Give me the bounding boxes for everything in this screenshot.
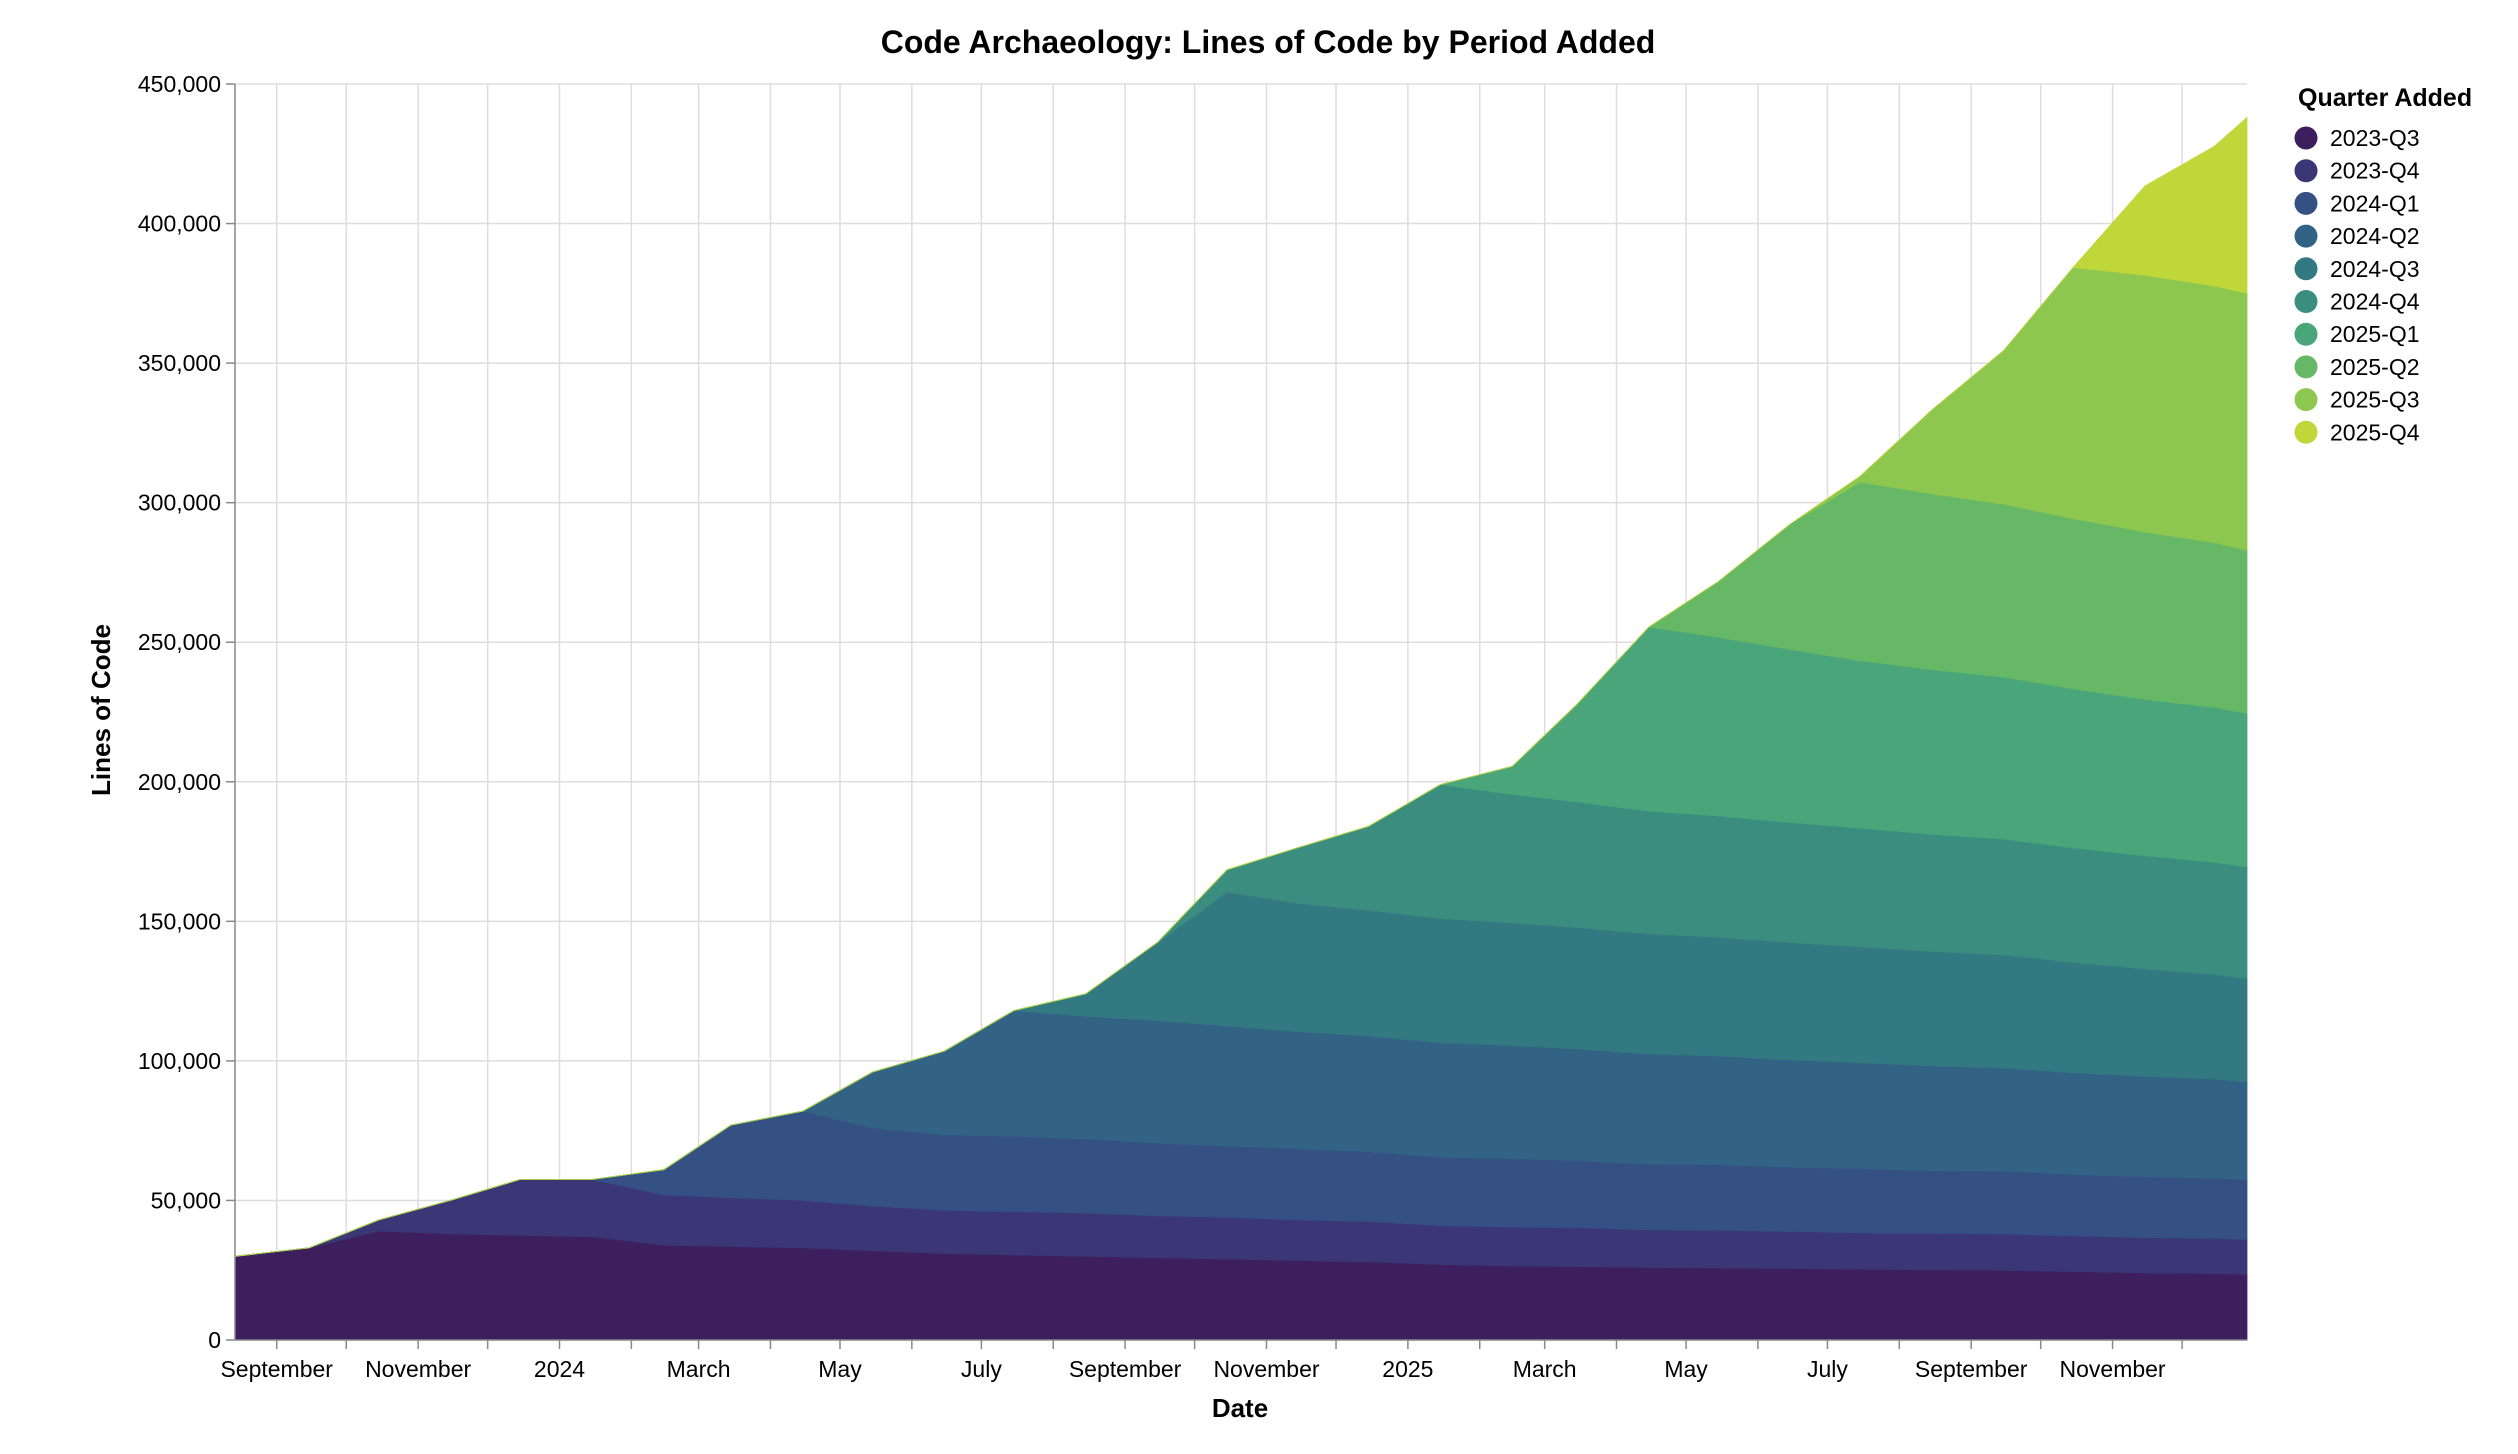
y-tick-label: 50,000 [151, 1187, 221, 1213]
x-tick-label: March [1513, 1356, 1577, 1382]
y-tick-label: 450,000 [138, 71, 221, 97]
legend-swatch [2294, 388, 2318, 412]
legend-swatch [2294, 322, 2318, 346]
legend-label: 2024-Q4 [2330, 289, 2420, 315]
y-tick-label: 0 [208, 1327, 221, 1353]
legend-label: 2024-Q2 [2330, 223, 2420, 249]
legend-label: 2025-Q1 [2330, 321, 2420, 347]
legend-swatch [2294, 159, 2318, 183]
legend-swatch [2294, 257, 2318, 281]
x-tick-label: 2025 [1382, 1356, 1433, 1382]
legend-label: 2025-Q2 [2330, 354, 2420, 380]
x-tick-label: September [220, 1356, 333, 1382]
legend-title: Quarter Added [2298, 84, 2472, 112]
x-tick-label: September [1069, 1356, 1182, 1382]
x-tick-label: September [1915, 1356, 2028, 1382]
legend-swatch [2294, 290, 2318, 313]
legend-swatch [2294, 126, 2318, 150]
legend-swatch [2294, 355, 2318, 379]
y-tick-label: 100,000 [138, 1048, 221, 1074]
x-tick-label: March [667, 1356, 731, 1382]
legend-label: 2023-Q4 [2330, 158, 2420, 184]
legend-swatch [2294, 224, 2318, 248]
chart-title: Code Archaeology: Lines of Code by Perio… [881, 24, 1656, 60]
x-tick-label: May [1664, 1356, 1708, 1382]
legend: Quarter Added 2023-Q3 2023-Q4 2024-Q1 2024-… [2294, 84, 2472, 445]
y-tick-label: 150,000 [138, 908, 221, 934]
legend-label: 2025-Q4 [2330, 419, 2420, 445]
area-layer [234, 116, 2248, 1341]
x-tick-label: 2024 [534, 1356, 585, 1382]
x-tick-label: July [1807, 1356, 1848, 1382]
y-tick-label: 250,000 [138, 629, 221, 655]
y-tick-label: 400,000 [138, 211, 221, 237]
x-tick-label: November [2060, 1356, 2166, 1382]
x-tick-label: May [818, 1356, 862, 1382]
axes: 0 50,000 100,000 150,000 200,000 250,000 300,0… [138, 71, 2247, 1382]
y-tick-label: 350,000 [138, 350, 221, 376]
legend-label: 2024-Q3 [2330, 256, 2420, 282]
legend-label: 2025-Q3 [2330, 387, 2420, 413]
x-axis-title: Date [1212, 1393, 1268, 1423]
x-tick-label: November [1213, 1356, 1319, 1382]
x-tick-label: July [961, 1356, 1002, 1382]
legend-label: 2024-Q1 [2330, 190, 2420, 216]
legend-label: 2023-Q3 [2330, 125, 2420, 151]
y-tick-label: 200,000 [138, 769, 221, 795]
y-tick-label: 300,000 [138, 490, 221, 516]
area-series-2025-Q4 [234, 116, 2248, 1257]
legend-swatch [2294, 191, 2318, 215]
x-tick-label: November [365, 1356, 471, 1382]
y-axis-title: Lines of Code [86, 624, 116, 796]
legend-swatch [2294, 420, 2318, 444]
